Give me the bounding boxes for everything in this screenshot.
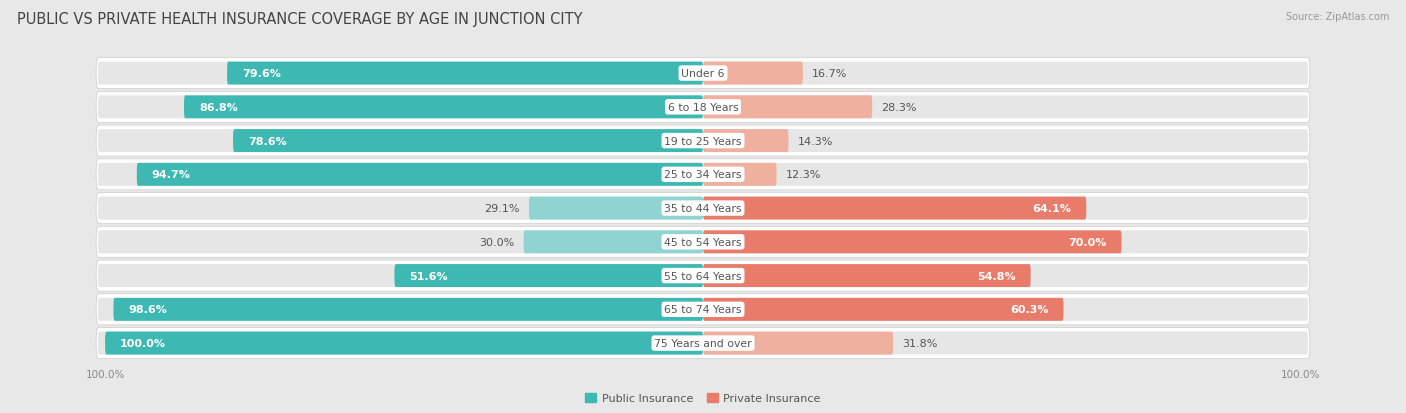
Text: 98.6%: 98.6% [128, 304, 167, 315]
Text: 14.3%: 14.3% [797, 136, 832, 146]
Text: 25 to 34 Years: 25 to 34 Years [664, 170, 742, 180]
FancyBboxPatch shape [184, 96, 703, 119]
FancyBboxPatch shape [96, 92, 1310, 123]
Text: 64.1%: 64.1% [1032, 204, 1071, 214]
FancyBboxPatch shape [114, 298, 703, 321]
Text: PUBLIC VS PRIVATE HEALTH INSURANCE COVERAGE BY AGE IN JUNCTION CITY: PUBLIC VS PRIVATE HEALTH INSURANCE COVER… [17, 12, 582, 27]
Text: 54.8%: 54.8% [977, 271, 1015, 281]
Text: 78.6%: 78.6% [247, 136, 287, 146]
FancyBboxPatch shape [703, 264, 1031, 287]
FancyBboxPatch shape [96, 328, 1310, 359]
Text: 75 Years and over: 75 Years and over [654, 338, 752, 348]
Text: 35 to 44 Years: 35 to 44 Years [664, 204, 742, 214]
Text: 70.0%: 70.0% [1069, 237, 1107, 247]
Text: 94.7%: 94.7% [152, 170, 191, 180]
FancyBboxPatch shape [96, 193, 1310, 224]
FancyBboxPatch shape [96, 58, 1310, 89]
FancyBboxPatch shape [96, 159, 1310, 190]
FancyBboxPatch shape [703, 298, 1063, 321]
FancyBboxPatch shape [395, 264, 703, 287]
FancyBboxPatch shape [703, 231, 1122, 254]
Text: 16.7%: 16.7% [811, 69, 848, 79]
FancyBboxPatch shape [136, 164, 703, 186]
FancyBboxPatch shape [703, 130, 789, 153]
FancyBboxPatch shape [98, 298, 703, 321]
FancyBboxPatch shape [98, 62, 703, 85]
FancyBboxPatch shape [703, 197, 1308, 220]
Text: 51.6%: 51.6% [409, 271, 449, 281]
FancyBboxPatch shape [703, 164, 1308, 186]
FancyBboxPatch shape [703, 164, 776, 186]
Text: 29.1%: 29.1% [485, 204, 520, 214]
FancyBboxPatch shape [228, 62, 703, 85]
Text: 6 to 18 Years: 6 to 18 Years [668, 102, 738, 113]
FancyBboxPatch shape [98, 332, 703, 355]
FancyBboxPatch shape [703, 197, 1087, 220]
Text: 100.0%: 100.0% [120, 338, 166, 348]
Text: 65 to 74 Years: 65 to 74 Years [664, 304, 742, 315]
FancyBboxPatch shape [98, 96, 703, 119]
FancyBboxPatch shape [98, 130, 703, 153]
FancyBboxPatch shape [703, 62, 1308, 85]
Text: 19 to 25 Years: 19 to 25 Years [664, 136, 742, 146]
FancyBboxPatch shape [96, 294, 1310, 325]
FancyBboxPatch shape [703, 96, 872, 119]
FancyBboxPatch shape [233, 130, 703, 153]
Text: 12.3%: 12.3% [786, 170, 821, 180]
Text: 60.3%: 60.3% [1010, 304, 1049, 315]
Text: 79.6%: 79.6% [242, 69, 281, 79]
FancyBboxPatch shape [98, 164, 703, 186]
Text: 31.8%: 31.8% [903, 338, 938, 348]
FancyBboxPatch shape [523, 231, 703, 254]
Text: 28.3%: 28.3% [882, 102, 917, 113]
FancyBboxPatch shape [703, 298, 1308, 321]
FancyBboxPatch shape [703, 130, 1308, 153]
FancyBboxPatch shape [703, 231, 1308, 254]
FancyBboxPatch shape [96, 261, 1310, 292]
Text: 55 to 64 Years: 55 to 64 Years [664, 271, 742, 281]
Text: 45 to 54 Years: 45 to 54 Years [664, 237, 742, 247]
Text: 86.8%: 86.8% [200, 102, 238, 113]
FancyBboxPatch shape [529, 197, 703, 220]
FancyBboxPatch shape [703, 62, 803, 85]
FancyBboxPatch shape [105, 332, 703, 355]
FancyBboxPatch shape [703, 264, 1308, 287]
FancyBboxPatch shape [703, 332, 893, 355]
Text: Under 6: Under 6 [682, 69, 724, 79]
FancyBboxPatch shape [96, 227, 1310, 258]
Text: Source: ZipAtlas.com: Source: ZipAtlas.com [1285, 12, 1389, 22]
FancyBboxPatch shape [98, 264, 703, 287]
FancyBboxPatch shape [703, 96, 1308, 119]
FancyBboxPatch shape [98, 231, 703, 254]
FancyBboxPatch shape [703, 332, 1308, 355]
Text: 30.0%: 30.0% [479, 237, 515, 247]
FancyBboxPatch shape [98, 197, 703, 220]
Legend: Public Insurance, Private Insurance: Public Insurance, Private Insurance [581, 388, 825, 408]
FancyBboxPatch shape [96, 126, 1310, 157]
